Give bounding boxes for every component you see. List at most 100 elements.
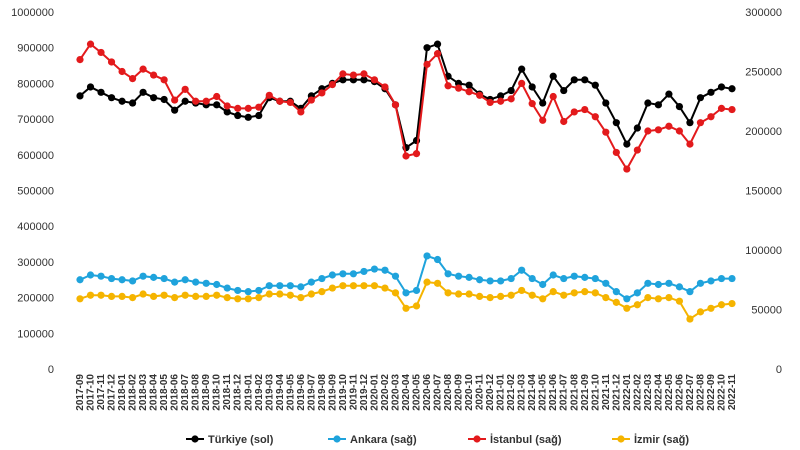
data-point [497,292,505,301]
data-point [223,102,231,110]
legend-swatch-marker [473,435,481,443]
data-point [707,113,715,121]
data-point [223,108,231,116]
x-tick-label: 2018-02 [128,374,139,411]
x-tick-label: 2019-06 [296,374,307,411]
data-point [150,71,158,79]
data-point [86,271,95,279]
data-point [234,104,242,112]
data-point [433,279,442,287]
data-point [234,111,242,120]
data-point [696,308,705,316]
x-tick-label: 2017-12 [107,374,118,411]
x-tick-label: 2019-09 [327,374,338,411]
data-point [349,270,358,278]
data-point [644,279,652,287]
x-tick-label: 2019-05 [285,374,296,411]
data-point [192,97,200,105]
x-tick-label: 2018-11 [222,374,233,411]
x-tick-label: 2018-08 [191,374,202,411]
data-point [728,85,736,93]
x-tick-label: 2021-09 [580,374,591,411]
data-point [339,76,347,84]
data-point [234,286,242,295]
x-tick-label: 2017-10 [86,374,97,411]
data-point [381,284,389,292]
x-tick-label: 2021-12 [611,374,622,411]
x-tick-label: 2020-01 [369,374,380,411]
data-point [644,294,652,302]
data-point [528,83,536,91]
data-point [602,128,610,136]
x-tick-label: 2019-08 [317,374,328,411]
right-tick-label: 200000 [745,126,782,138]
x-tick-label: 2020-10 [464,374,475,411]
x-tick-label: 2019-12 [359,374,370,411]
x-tick-label: 2019-04 [275,374,286,411]
data-point [286,98,294,107]
data-point [286,282,294,290]
data-point [696,119,705,127]
data-point [97,291,105,299]
data-point [160,274,168,283]
data-point [360,282,368,290]
data-point [97,272,105,280]
data-point [560,86,568,95]
data-point [581,288,589,296]
x-tick-label: 2020-02 [380,374,391,411]
data-point [486,98,494,107]
data-point [675,127,684,135]
data-point [612,288,620,296]
data-point [675,283,684,291]
x-tick-label: 2020-03 [390,374,401,411]
data-point [665,294,673,302]
x-tick-label: 2022-09 [706,374,717,411]
data-point [623,304,631,312]
x-tick-label: 2020-06 [422,374,433,411]
data-point [339,270,347,278]
data-point [707,88,715,96]
data-point [612,119,620,127]
data-point [602,294,610,302]
legend-label: Ankara (sağ) [350,434,417,446]
data-point [307,96,315,104]
x-tick-label: 2019-02 [254,374,265,411]
data-point [591,113,599,121]
data-point [181,85,189,93]
data-point [612,148,620,157]
data-point [717,301,726,309]
data-point [454,272,463,280]
data-point [696,279,705,287]
data-point [171,96,179,104]
data-point [244,113,252,121]
left-tick-label: 400000 [17,221,54,233]
data-point [202,97,210,105]
data-point [360,76,368,84]
data-point [644,127,652,135]
right-tick-label: 150000 [745,186,782,198]
data-point [591,289,599,297]
data-point [675,297,684,305]
data-point [139,290,147,298]
data-point [623,140,631,148]
x-tick-label: 2022-08 [695,374,706,411]
data-point [539,295,547,303]
left-tick-label: 0 [48,364,54,376]
data-point [192,278,200,286]
data-point [612,298,620,306]
data-point [686,119,694,127]
data-point [76,56,84,64]
data-point [128,277,137,285]
data-point [244,295,252,303]
data-point [192,292,200,301]
data-point [539,116,547,124]
x-tick-label: 2021-07 [559,374,570,411]
data-point [602,279,610,287]
data-point [717,274,726,283]
data-point [150,273,158,281]
data-point [633,124,641,132]
left-tick-label: 900000 [17,43,54,55]
data-point [560,274,568,283]
x-tick-label: 2021-02 [506,374,517,411]
legend-swatch-marker [617,435,625,443]
